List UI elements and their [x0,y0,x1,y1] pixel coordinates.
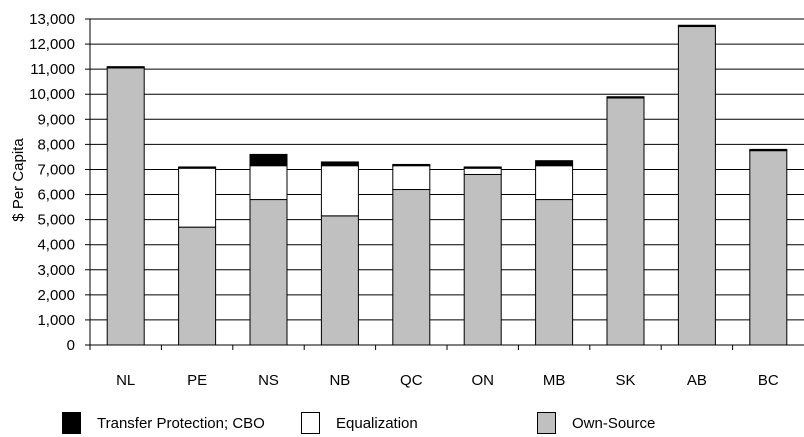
bar-segment-transfer-protection-cbo [463,166,502,169]
x-tick-label: SK [615,372,635,389]
y-tick-label: 12,000 [29,36,75,53]
bar-segment-transfer-protection-cbo [249,153,288,167]
x-tick-label: NL [116,372,135,389]
y-axis-title: $ Per Capita [10,138,27,222]
bars [106,24,788,346]
legend-label-own-source: Own-Source [572,414,656,432]
y-tick-label: 2,000 [37,287,75,304]
y-tick-label: 10,000 [29,86,75,103]
bar-segment-own-source [392,189,431,346]
bar-segment-transfer-protection-cbo [178,166,217,169]
legend-label-equalization: Equalization [336,414,418,432]
legend-swatch-transfer-protection [62,412,81,434]
bar-segment-transfer-protection-cbo [677,24,716,28]
bar-segment-equalization [320,165,359,217]
bar-segment-transfer-protection-cbo [392,163,431,167]
bar-segment-transfer-protection-cbo [535,160,574,167]
x-tick-label: MB [543,372,566,389]
bar-segment-own-source [749,150,788,346]
bar-segment-own-source [320,215,359,346]
bar-segment-equalization [249,165,288,201]
legend-swatch-equalization [301,412,320,434]
axes [85,18,804,350]
bar-segment-equalization [178,167,217,228]
y-tick-label: 13,000 [29,11,75,28]
legend-swatch-own-source [537,412,556,434]
legend-item-equalization: Equalization [301,412,418,434]
bar-segment-own-source [677,26,716,346]
x-tick-label: NB [329,372,350,389]
bar-segment-transfer-protection-cbo [106,66,145,69]
y-tick-label: 1,000 [37,312,75,329]
bar-segment-own-source [178,226,217,346]
stacked-bar-chart: 0 1,000 2,000 3,000 4,000 5,000 6,000 7,000 8,00… [10,11,804,389]
bar-segment-own-source [249,199,288,346]
bar-segment-transfer-protection-cbo [320,161,359,167]
x-tick-label: ON [471,372,494,389]
bar-segment-own-source [606,97,645,346]
y-tick-label: 3,000 [37,262,75,279]
y-tick-label: 0 [67,337,75,354]
x-tick-labels: NL PE NS NB QC ON MB SK AB BC [116,372,779,389]
x-tick-label: QC [400,372,423,389]
legend-item-transfer-protection: Transfer Protection; CBO [62,412,265,434]
y-tick-label: 8,000 [37,136,75,153]
legend-label-transfer-protection: Transfer Protection; CBO [97,414,265,432]
x-tick-label: PE [187,372,207,389]
bar-segment-transfer-protection-cbo [749,148,788,152]
legend: Transfer Protection; CBO Equalization Ow… [0,412,804,437]
y-tick-label: 4,000 [37,237,75,254]
bar-segment-equalization [392,165,431,191]
x-tick-label: BC [758,372,779,389]
bar-segment-equalization [463,167,502,175]
y-tick-label: 6,000 [37,187,75,204]
y-tick-labels: 0 1,000 2,000 3,000 4,000 5,000 6,000 7,000 8,00… [29,11,75,354]
y-tick-label: 9,000 [37,111,75,128]
y-tick-label: 5,000 [37,212,75,229]
x-tick-label: NS [258,372,279,389]
bar-segment-transfer-protection-cbo [606,96,645,99]
x-tick-label: AB [687,372,707,389]
bar-segment-own-source [106,67,145,346]
bar-segment-equalization [535,165,574,201]
bar-segment-own-source [463,173,502,346]
y-tick-label: 7,000 [37,161,75,178]
legend-item-own-source: Own-Source [537,412,655,434]
y-tick-label: 11,000 [30,61,75,78]
bar-segment-own-source [535,199,574,346]
